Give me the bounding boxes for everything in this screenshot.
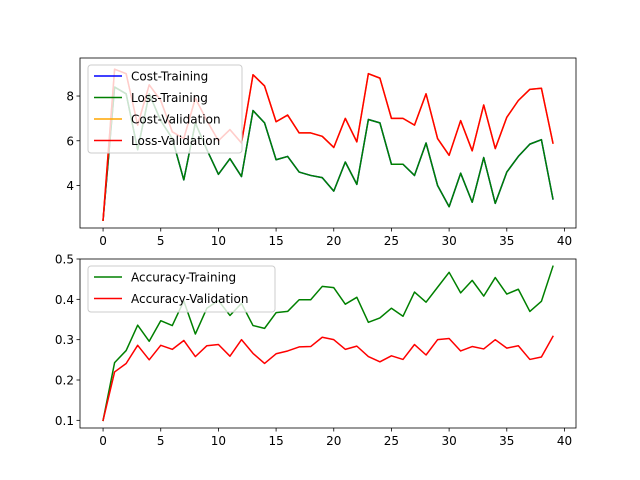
y-tick-label: 8 bbox=[66, 90, 74, 104]
x-tick-label: 5 bbox=[157, 434, 165, 448]
x-tick-label: 0 bbox=[99, 234, 107, 248]
x-tick-label: 20 bbox=[326, 234, 341, 248]
axes-frame bbox=[79, 258, 577, 429]
legend-label: Accuracy-Training bbox=[131, 271, 236, 285]
x-tick-label: 15 bbox=[268, 434, 283, 448]
series-line-loss-training bbox=[102, 86, 554, 221]
x-tick-label: 40 bbox=[557, 234, 572, 248]
cost-loss-chart: 0 5 10 15 20 25 30 35 40 4 6 8 Cost-Training Loss-Tra… bbox=[66, 57, 577, 248]
accuracy-chart: 0 5 10 15 20 25 30 35 40 0.1 0.2 0.3 0.4 0.5 Accuracy-… bbox=[55, 253, 577, 448]
x-tick-label: 0 bbox=[99, 434, 107, 448]
y-tick-label: 0.2 bbox=[55, 374, 74, 388]
x-tick-label: 20 bbox=[326, 434, 341, 448]
series-line-accuracy-validation bbox=[102, 335, 554, 422]
series-line-accuracy-training bbox=[102, 265, 554, 422]
legend-label: Accuracy-Validation bbox=[131, 292, 248, 306]
legend-label: Cost-Training bbox=[131, 70, 208, 84]
legend: Accuracy-Training Accuracy-Validation bbox=[87, 265, 276, 313]
x-tick-label: 10 bbox=[211, 234, 226, 248]
legend-label: Loss-Training bbox=[131, 91, 208, 105]
y-tick-label: 0.4 bbox=[55, 293, 74, 307]
x-tick-label: 5 bbox=[157, 234, 165, 248]
y-tick-label: 0.1 bbox=[55, 414, 74, 428]
x-tick-label: 40 bbox=[557, 434, 572, 448]
y-tick-label: 6 bbox=[66, 134, 74, 148]
x-tick-label: 30 bbox=[441, 234, 456, 248]
legend-box bbox=[87, 64, 243, 154]
x-tick-label: 35 bbox=[499, 234, 514, 248]
y-tick-label: 0.3 bbox=[55, 333, 74, 347]
legend-label: Loss-Validation bbox=[131, 134, 220, 148]
y-tick-label: 0.5 bbox=[55, 253, 74, 267]
x-tick-label: 15 bbox=[268, 234, 283, 248]
legend: Cost-Training Loss-Training Cost-Validatio… bbox=[87, 64, 243, 154]
y-tick-label: 4 bbox=[66, 179, 74, 193]
legend-label: Cost-Validation bbox=[131, 113, 221, 127]
x-tick-label: 30 bbox=[441, 434, 456, 448]
x-tick-label: 25 bbox=[384, 234, 399, 248]
x-tick-label: 25 bbox=[384, 434, 399, 448]
x-tick-label: 35 bbox=[499, 434, 514, 448]
axes-frame bbox=[79, 57, 577, 229]
legend-box bbox=[87, 265, 276, 313]
x-tick-label: 10 bbox=[211, 434, 226, 448]
